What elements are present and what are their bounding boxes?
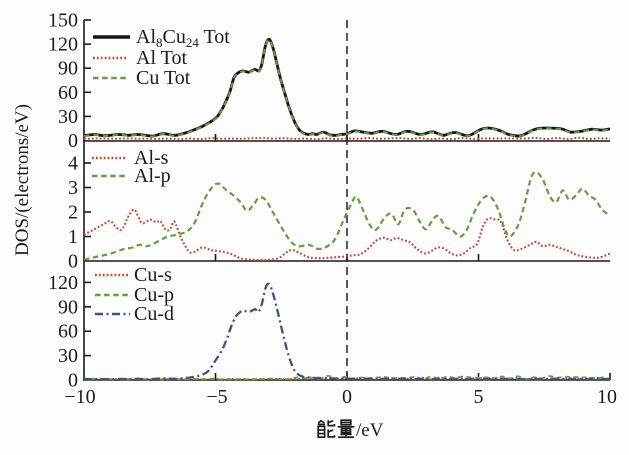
svg-text:0: 0 (68, 370, 78, 392)
svg-text:0: 0 (68, 130, 78, 152)
svg-text:Cu-d: Cu-d (134, 303, 174, 325)
svg-text:60: 60 (58, 321, 78, 343)
svg-text:4: 4 (68, 153, 78, 175)
svg-text:Cu Tot: Cu Tot (136, 67, 191, 89)
svg-text:Cu-p: Cu-p (134, 284, 174, 306)
svg-text:5: 5 (474, 386, 484, 408)
svg-text:10: 10 (597, 386, 617, 408)
svg-text:1: 1 (68, 226, 78, 248)
svg-text:120: 120 (48, 34, 78, 56)
svg-text:DOS/(electrons/eV): DOS/(electrons/eV) (12, 104, 33, 256)
svg-text:0: 0 (68, 251, 78, 273)
svg-text:Al Tot: Al Tot (136, 47, 187, 69)
svg-text:90: 90 (58, 296, 78, 318)
svg-text:Al-p: Al-p (134, 165, 171, 187)
svg-text:150: 150 (48, 10, 78, 32)
svg-text:Al8Cu24 Tot: Al8Cu24 Tot (136, 26, 230, 50)
svg-text:30: 30 (58, 345, 78, 367)
svg-text:−10: −10 (64, 386, 95, 408)
svg-text:Cu-s: Cu-s (134, 264, 172, 286)
svg-text:Al-s: Al-s (134, 147, 169, 169)
svg-text:/eV: /eV (356, 420, 384, 441)
svg-text:90: 90 (58, 58, 78, 80)
svg-text:−5: −5 (206, 386, 227, 408)
svg-text:3: 3 (68, 177, 78, 199)
svg-text:30: 30 (58, 106, 78, 128)
svg-text:2: 2 (68, 202, 78, 224)
svg-text:0: 0 (342, 386, 352, 408)
svg-text:120: 120 (48, 272, 78, 294)
svg-text:60: 60 (58, 82, 78, 104)
